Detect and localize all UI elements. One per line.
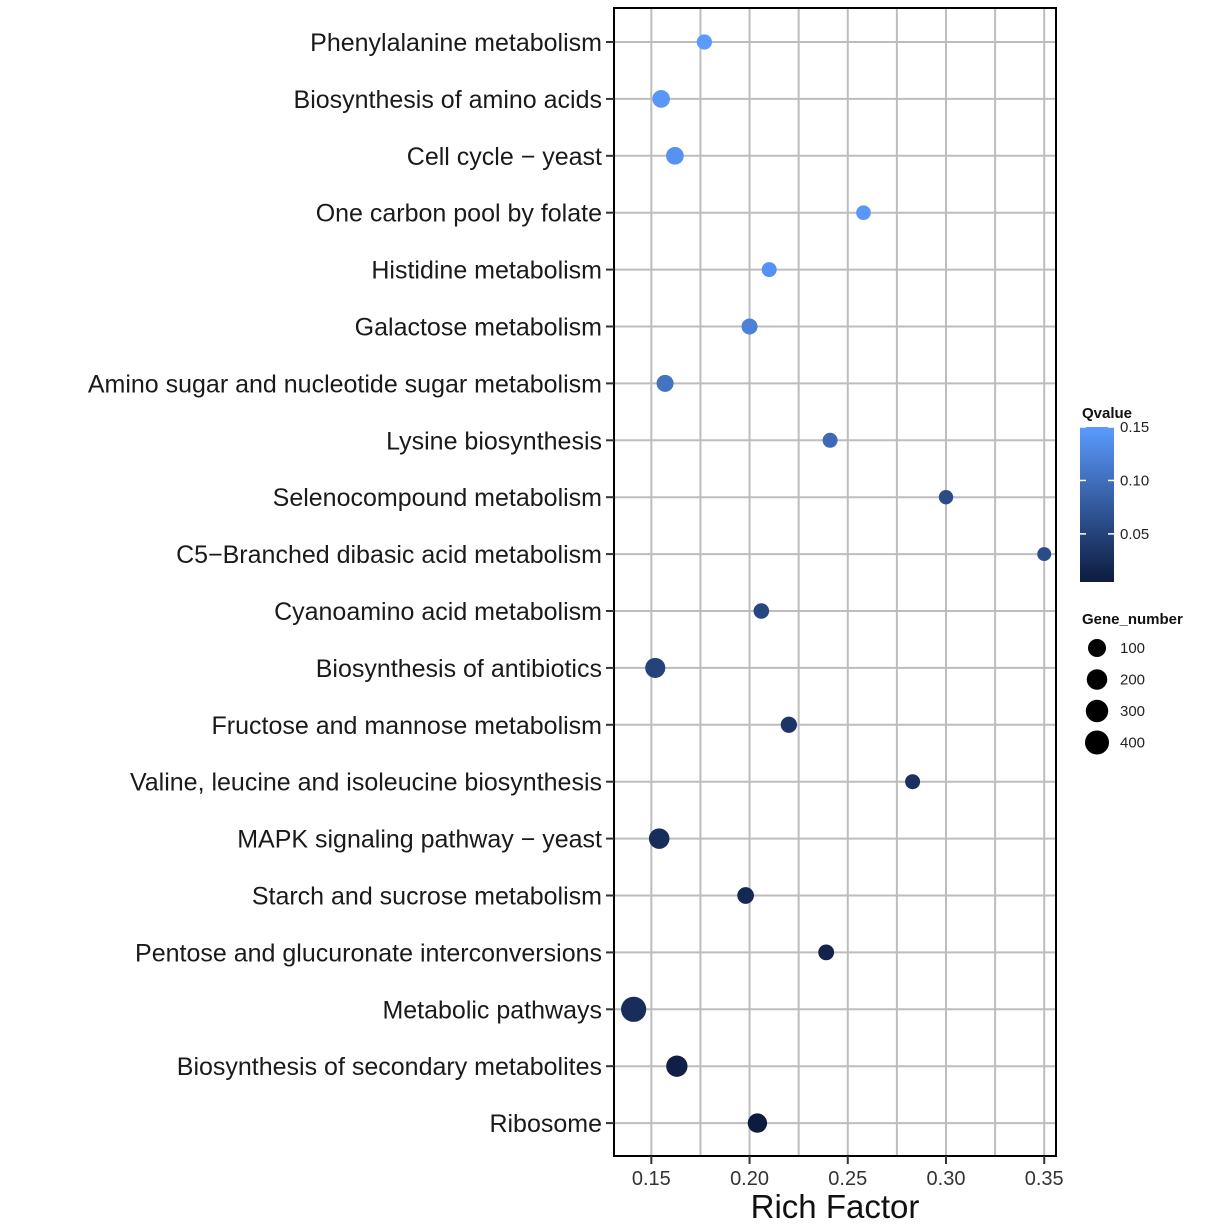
size-legend-label: 100 <box>1120 640 1145 657</box>
y-tick-label: One carbon pool by folate <box>316 200 602 228</box>
size-legend-title: Gene_number <box>1082 611 1183 628</box>
color-legend-label: 0.10 <box>1120 472 1149 489</box>
y-tick-label: Starch and sucrose metabolism <box>252 883 602 911</box>
data-point <box>652 90 671 108</box>
y-tick-label: Pentose and glucuronate interconversions <box>135 939 602 967</box>
data-point <box>747 1113 768 1133</box>
y-tick-label: MAPK signaling pathway − yeast <box>237 826 602 854</box>
x-axis-title: Rich Factor <box>751 1188 920 1225</box>
data-point <box>648 828 670 849</box>
vertical-grid-lines <box>650 8 1046 1156</box>
y-tick-label: C5−Branched dibasic acid metabolism <box>176 541 602 569</box>
y-tick-label: Cell cycle − yeast <box>407 143 602 171</box>
size-legend-dot <box>1086 669 1108 690</box>
data-point <box>856 205 871 221</box>
size-legend-dot <box>1085 699 1109 723</box>
y-tick-label: Biosynthesis of antibiotics <box>316 655 602 683</box>
data-point <box>666 1055 688 1077</box>
y-tick-label: Phenylalanine metabolism <box>310 29 602 57</box>
data-point <box>737 887 754 904</box>
size-legend-dot <box>1084 730 1110 755</box>
data-point <box>753 603 770 619</box>
size-legend-label: 200 <box>1120 672 1145 689</box>
data-point <box>696 34 713 50</box>
x-tick-label: 0.30 <box>927 1168 966 1190</box>
data-point <box>818 944 835 961</box>
y-tick-label: Valine, leucine and isoleucine biosynthe… <box>130 769 602 797</box>
size-legend-items: 100 200 300 400 <box>1084 638 1145 755</box>
size-legend-label: 300 <box>1120 703 1145 720</box>
data-point <box>780 716 797 733</box>
color-legend-ticks: 0.05 0.10 0.15 <box>1080 419 1149 543</box>
data-point <box>761 262 777 278</box>
data-point <box>656 374 674 392</box>
gene-number-size-legend: Gene_number 100 200 300 400 <box>1082 611 1183 755</box>
y-tick-label: Galactose metabolism <box>355 314 602 342</box>
data-point <box>938 490 954 505</box>
y-tick-label: Amino sugar and nucleotide sugar metabol… <box>88 370 602 398</box>
y-tick-label: Biosynthesis of amino acids <box>294 86 602 114</box>
y-tick-label: Selenocompound metabolism <box>273 484 602 512</box>
y-tick-label: Histidine metabolism <box>371 257 602 285</box>
y-tick-label: Ribosome <box>489 1110 602 1138</box>
horizontal-grid-lines <box>614 41 1056 1125</box>
x-tick-label: 0.15 <box>632 1168 671 1190</box>
data-point <box>621 996 647 1022</box>
color-legend-title: Qvalue <box>1082 405 1132 422</box>
data-point <box>645 657 666 678</box>
y-tick-label: Cyanoamino acid metabolism <box>274 598 602 626</box>
y-tick-label: Biosynthesis of secondary metabolites <box>177 1053 602 1081</box>
color-legend-label: 0.05 <box>1120 526 1149 543</box>
y-tick-label: Metabolic pathways <box>382 996 602 1024</box>
data-point <box>741 318 758 335</box>
data-point <box>1037 547 1052 562</box>
color-legend-gradient-bar <box>1080 427 1114 582</box>
qvalue-color-legend: Qvalue 0.05 0.10 0.15 <box>1080 405 1149 582</box>
y-axis-category-labels: Phenylalanine metabolism Biosynthesis of … <box>88 29 602 1138</box>
size-legend-dot <box>1087 638 1107 658</box>
y-axis-ticks <box>606 41 614 1125</box>
data-points <box>621 34 1052 1133</box>
y-tick-label: Fructose and mannose metabolism <box>212 712 602 740</box>
x-axis-tick-labels: 0.15 0.20 0.25 0.30 0.35 <box>632 1168 1064 1190</box>
plot-panel-border <box>613 7 1057 1157</box>
x-tick-label: 0.25 <box>828 1168 867 1190</box>
x-tick-label: 0.35 <box>1025 1168 1064 1190</box>
color-legend-label: 0.15 <box>1120 419 1149 436</box>
x-tick-label: 0.20 <box>730 1168 769 1190</box>
data-point <box>666 146 684 165</box>
data-point <box>905 774 921 790</box>
y-tick-label: Lysine biosynthesis <box>386 427 602 455</box>
data-point <box>822 432 838 448</box>
size-legend-label: 400 <box>1120 735 1145 752</box>
x-axis-ticks <box>650 1156 1046 1164</box>
